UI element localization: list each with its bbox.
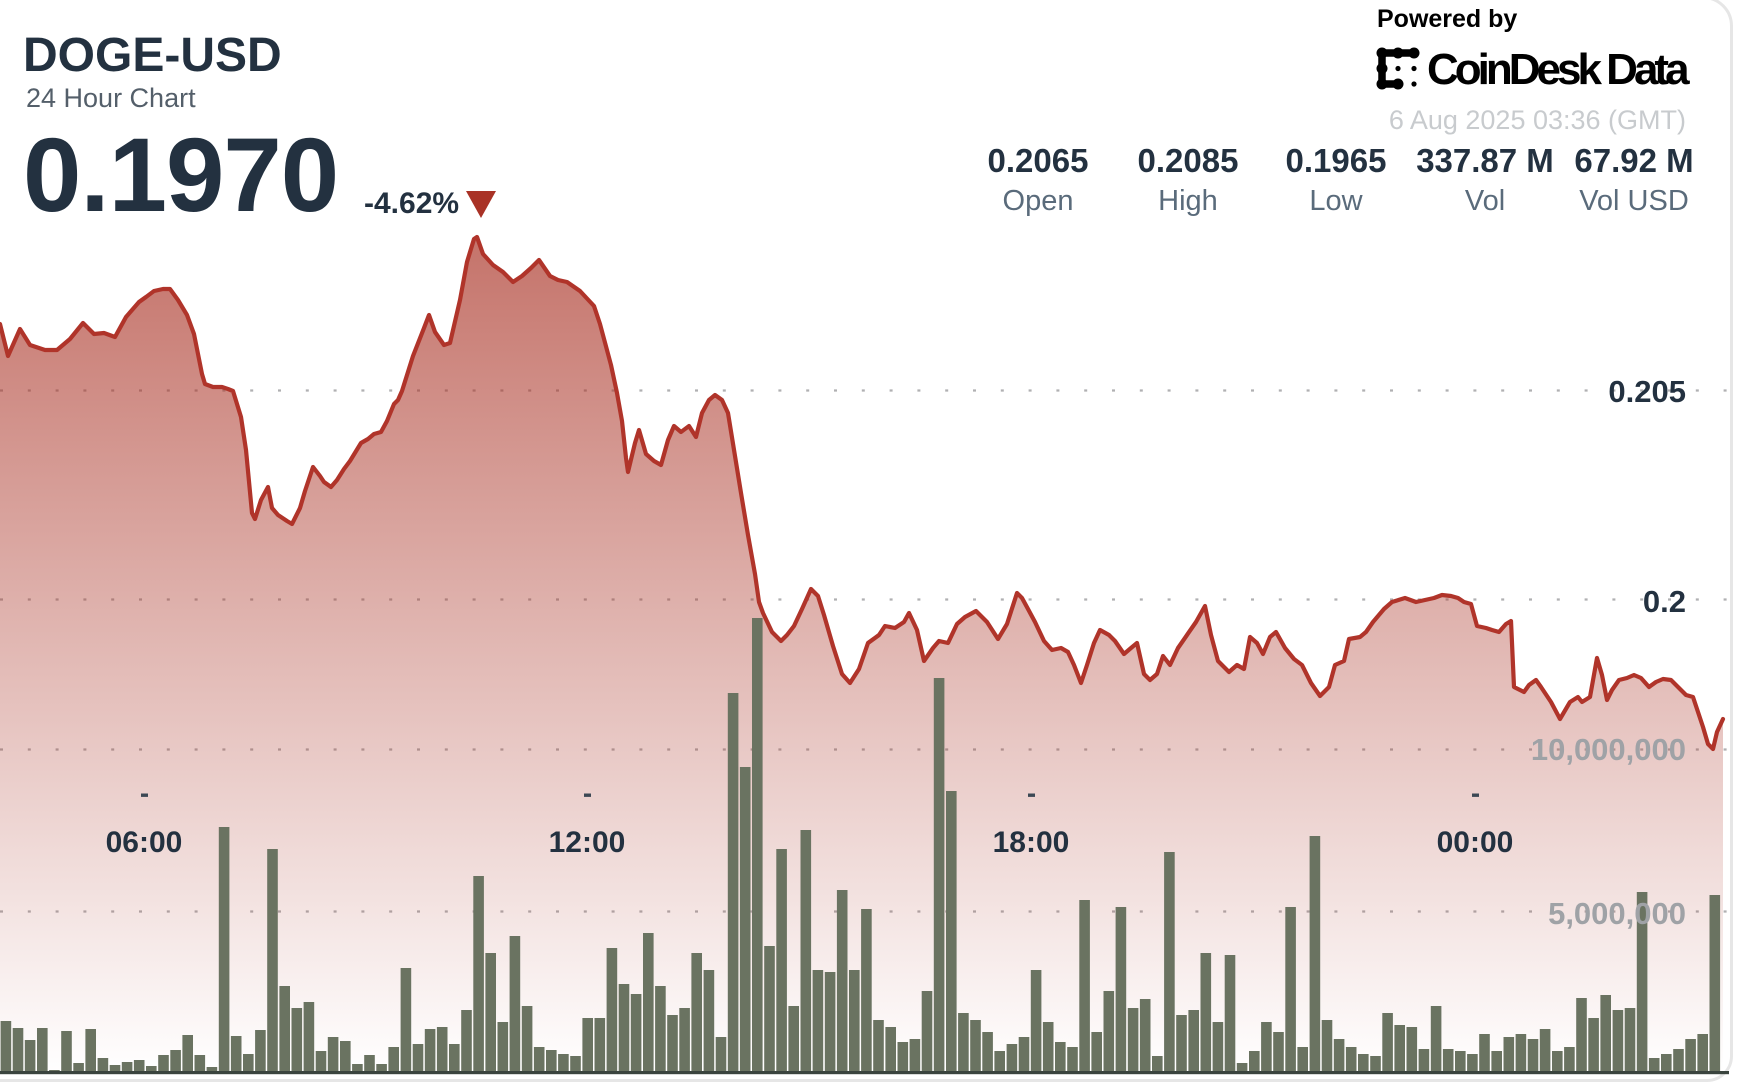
svg-text:5,000,000: 5,000,000 (1548, 896, 1686, 931)
svg-text:18:00: 18:00 (993, 826, 1070, 859)
svg-text:0.2: 0.2 (1643, 584, 1686, 619)
svg-text:10,000,000: 10,000,000 (1531, 732, 1686, 767)
svg-text:00:00: 00:00 (1437, 826, 1514, 859)
svg-text:12:00: 12:00 (549, 826, 626, 859)
svg-text:06:00: 06:00 (106, 826, 183, 859)
svg-text:0.205: 0.205 (1608, 374, 1686, 409)
